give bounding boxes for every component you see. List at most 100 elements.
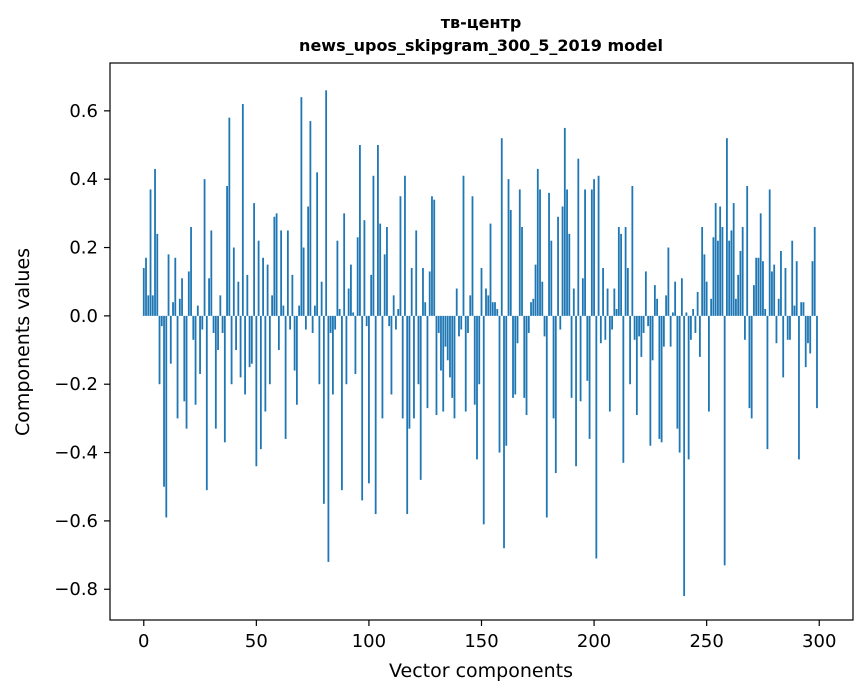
bar: [302, 247, 305, 316]
y-tick-label: 0.6: [69, 101, 98, 122]
bar: [548, 192, 550, 316]
bar: [527, 315, 530, 333]
bar: [341, 315, 343, 491]
bar: [174, 257, 177, 316]
bar: [813, 227, 816, 316]
bar: [804, 315, 807, 368]
bar: [273, 216, 276, 316]
bar: [638, 315, 641, 337]
bar: [647, 315, 650, 327]
bar: [230, 315, 233, 385]
bar: [635, 315, 638, 415]
bar: [426, 315, 429, 409]
bar: [165, 315, 168, 518]
bar: [710, 298, 713, 316]
bar: [728, 240, 731, 316]
bar: [460, 315, 463, 330]
bar: [232, 247, 235, 316]
bar: [361, 315, 364, 501]
bar: [798, 315, 800, 460]
bar: [212, 315, 215, 333]
bar: [295, 315, 298, 405]
bar: [235, 315, 237, 351]
bar: [395, 315, 397, 330]
bar: [352, 312, 355, 316]
bar: [557, 216, 559, 316]
bar: [660, 315, 663, 443]
bar: [196, 305, 199, 316]
bar: [473, 315, 476, 405]
bar: [732, 203, 735, 316]
bar: [167, 254, 170, 316]
bar: [685, 312, 688, 316]
plot-frame: [109, 62, 854, 621]
bar: [377, 145, 379, 316]
bar: [708, 315, 710, 412]
bar: [363, 220, 366, 316]
bar: [795, 261, 798, 316]
bar: [671, 312, 674, 316]
bar: [741, 227, 744, 316]
bar: [214, 315, 217, 429]
bar: [737, 274, 740, 316]
bar: [543, 315, 546, 337]
bar: [304, 315, 307, 330]
bar: [183, 315, 186, 402]
bar: [221, 315, 224, 333]
bar: [464, 315, 467, 412]
bar: [590, 189, 593, 316]
y-tick-label: −0.2: [54, 374, 98, 395]
bar: [156, 233, 159, 316]
bar: [777, 298, 780, 316]
bar: [428, 271, 431, 316]
bar: [606, 288, 609, 316]
bar: [507, 179, 510, 316]
bar: [721, 227, 724, 316]
bar: [187, 271, 190, 316]
bar: [370, 274, 373, 316]
bar: [383, 254, 386, 316]
bar: [730, 230, 733, 316]
bar: [300, 97, 303, 316]
bar: [401, 315, 404, 419]
bar: [539, 189, 541, 316]
bar: [658, 315, 661, 439]
bar: [525, 315, 528, 415]
bar: [701, 227, 704, 316]
x-tick-label: 300: [802, 631, 836, 652]
bar: [415, 230, 418, 316]
bar: [750, 315, 753, 419]
x-axis-ticks: 0 50 100 150 200 250 300: [138, 620, 836, 652]
bar: [746, 186, 749, 316]
bar: [561, 206, 564, 316]
bar: [347, 288, 350, 316]
bar: [325, 90, 328, 316]
bar: [568, 233, 571, 316]
bar: [771, 271, 773, 316]
bar: [680, 278, 683, 316]
bar: [350, 264, 352, 316]
bar: [446, 315, 449, 361]
bar: [404, 175, 406, 316]
bar: [739, 250, 742, 316]
bar: [320, 281, 323, 316]
bar: [595, 315, 598, 559]
bar: [280, 230, 283, 316]
bar: [478, 315, 481, 385]
bar: [291, 274, 294, 316]
x-tick-label: 100: [352, 631, 386, 652]
y-tick-label: −0.4: [54, 443, 98, 464]
bar: [397, 309, 400, 316]
bar: [674, 281, 677, 316]
bar: [588, 315, 591, 439]
bar: [764, 309, 767, 316]
x-tick-label: 0: [138, 631, 149, 652]
bar: [210, 230, 213, 316]
bar: [413, 315, 415, 419]
chart-subtitle: news_upos_skipgram_300_5_2019 model: [299, 36, 663, 55]
bar: [476, 315, 478, 460]
bar: [811, 261, 814, 316]
bar: [329, 315, 332, 333]
bar: [762, 261, 764, 316]
bar: [343, 213, 346, 316]
